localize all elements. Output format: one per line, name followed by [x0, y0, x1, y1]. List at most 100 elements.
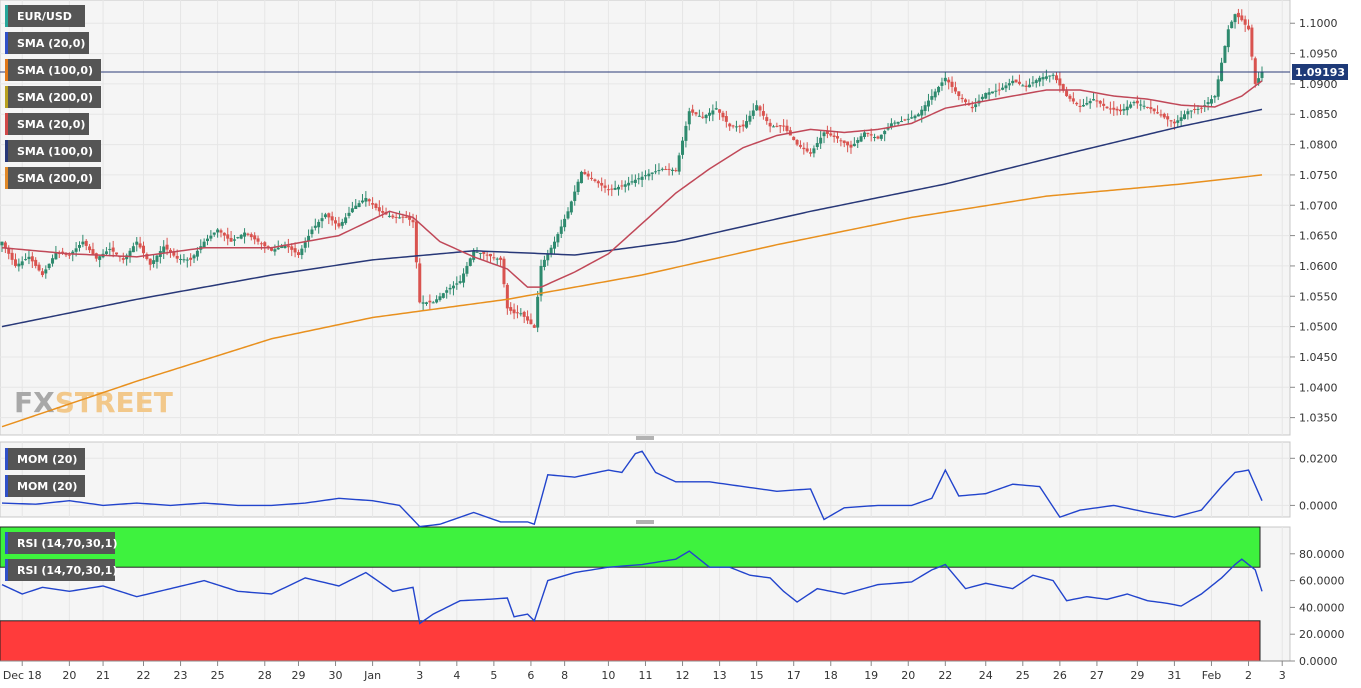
candle-body: [206, 238, 210, 242]
candle-body: [441, 293, 445, 298]
sma100-line: [1, 108, 1263, 328]
candle-body: [576, 181, 580, 193]
candle-body: [569, 201, 573, 213]
candle-body: [563, 218, 567, 228]
candle-body: [290, 246, 294, 250]
legend-item[interactable]: [5, 140, 101, 162]
candle-body: [280, 246, 284, 249]
time-tick-label: Dec 18: [3, 669, 42, 682]
candle-body: [1095, 100, 1099, 102]
candle-body: [462, 273, 466, 283]
time-tick-label: 29: [1130, 669, 1144, 682]
candle-body: [707, 112, 711, 116]
candle-body: [293, 248, 297, 253]
candle-body: [832, 135, 836, 137]
candle-body: [296, 252, 300, 256]
legend-item[interactable]: [5, 32, 89, 54]
legend-item[interactable]: [5, 113, 89, 135]
candle-body: [276, 247, 280, 250]
candle-body: [1257, 78, 1261, 84]
price-tick-label: 1.0600: [1299, 260, 1338, 273]
legend-item[interactable]: [5, 5, 85, 27]
candle-body: [148, 258, 152, 265]
time-tick-label: 11: [638, 669, 652, 682]
legend-swatch: [5, 113, 8, 135]
mom-legend-item[interactable]: [5, 475, 85, 497]
candle-body: [1004, 85, 1008, 89]
candle-body: [495, 258, 499, 260]
candle-body: [438, 296, 442, 300]
candle-body: [1051, 74, 1055, 76]
candle-body: [1122, 108, 1126, 111]
candle-body: [953, 87, 957, 92]
candle-body: [937, 86, 941, 93]
candle-body: [842, 140, 846, 144]
candle-body: [317, 221, 321, 228]
candle-body: [152, 260, 156, 264]
candle-body: [175, 255, 179, 259]
pane-splitter-handle[interactable]: [636, 436, 654, 440]
legend-label: SMA (100,0): [17, 145, 93, 158]
candle-body: [1250, 27, 1254, 57]
price-tick-label: 1.0650: [1299, 230, 1338, 243]
rsi-legend-item[interactable]: [5, 559, 115, 581]
candle-body: [7, 247, 11, 254]
candle-body: [24, 259, 28, 261]
rsi-legend-label: RSI (14,70,30,1): [17, 537, 117, 550]
candle-body: [337, 223, 341, 227]
candle-body: [1001, 87, 1005, 90]
candle-body: [896, 121, 900, 124]
mom-legend-item[interactable]: [5, 448, 85, 470]
candle-body: [600, 182, 604, 186]
candle-body: [926, 100, 930, 107]
candle-body: [40, 271, 44, 276]
candle-body: [202, 241, 206, 248]
sma20-line: [1, 80, 1263, 288]
legend-item[interactable]: [5, 86, 101, 108]
time-tick-label: 30: [329, 669, 343, 682]
candle-body: [364, 197, 368, 202]
candle-body: [263, 242, 267, 247]
candle-body: [17, 263, 21, 267]
candle-body: [829, 133, 833, 136]
candle-body: [1115, 108, 1119, 111]
candle-body: [633, 179, 637, 184]
candle-body: [677, 155, 681, 172]
candle-body: [704, 115, 708, 119]
candle-body: [603, 185, 607, 188]
mom-tick-label: 0.0200: [1299, 452, 1338, 465]
candle-body: [165, 244, 169, 250]
candle-body: [1068, 95, 1072, 99]
candle-body: [421, 302, 425, 304]
candle-body: [344, 217, 348, 224]
candle-body: [943, 77, 947, 82]
candle-body: [933, 91, 937, 98]
candle-body: [104, 251, 108, 254]
candle-body: [542, 259, 546, 267]
candle-body: [984, 93, 988, 99]
time-tick-label: 24: [979, 669, 993, 682]
price-tick-label: 1.1000: [1299, 17, 1338, 30]
candle-body: [1196, 108, 1200, 110]
rsi-legend-item[interactable]: [5, 532, 115, 554]
candle-body: [310, 229, 314, 235]
candle-body: [728, 123, 732, 127]
legend-item[interactable]: [5, 59, 101, 81]
candle-body: [640, 176, 644, 180]
mom-line: [1, 450, 1263, 528]
legend-item[interactable]: [5, 167, 101, 189]
candle-body: [566, 211, 570, 219]
candle-body: [270, 248, 274, 251]
candle-body: [980, 96, 984, 100]
candle-body: [1054, 75, 1058, 81]
candle-body: [883, 130, 887, 135]
time-tick-label: 21: [96, 669, 110, 682]
candle-body: [1233, 14, 1237, 23]
legend-label: SMA (200,0): [17, 91, 93, 104]
mom-tick-label: 0.0000: [1299, 499, 1338, 512]
pane-splitter-handle[interactable]: [636, 520, 654, 524]
candle-body: [1081, 104, 1085, 107]
candle-body: [27, 256, 31, 260]
candle-body: [536, 296, 540, 328]
price-tick-label: 1.0900: [1299, 78, 1338, 91]
